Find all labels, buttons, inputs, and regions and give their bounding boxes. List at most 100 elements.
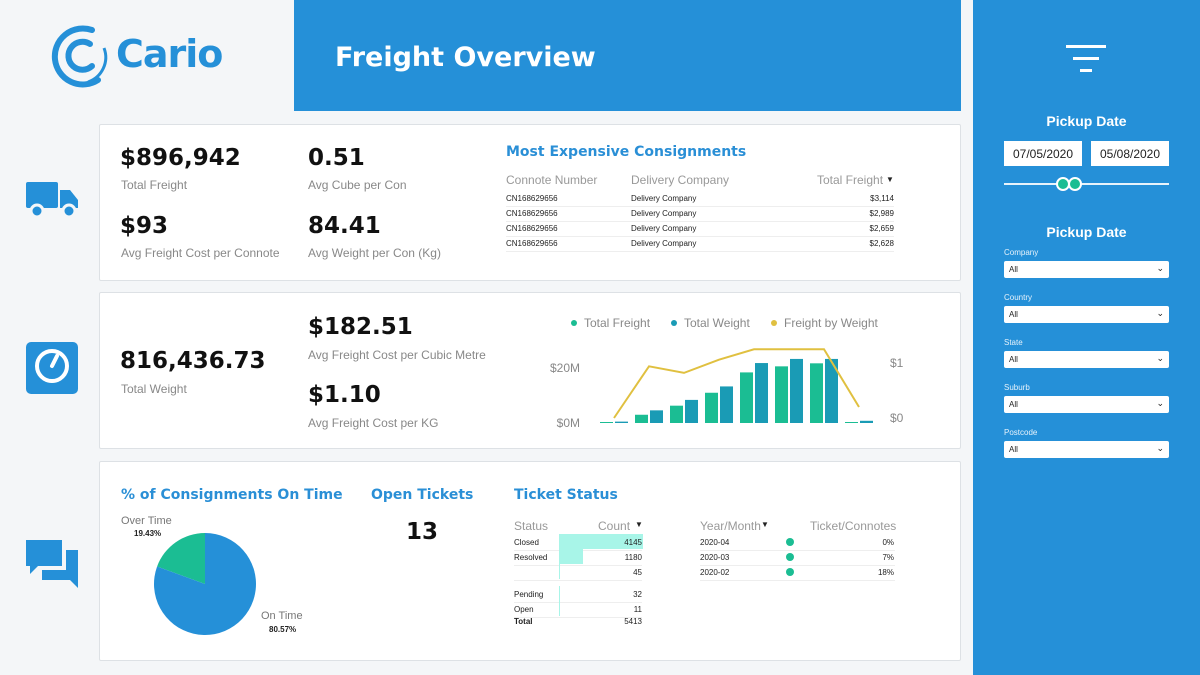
year-month: 2020-02 bbox=[700, 568, 730, 577]
pie-slice bbox=[157, 533, 205, 584]
date-slider-track[interactable] bbox=[1004, 183, 1169, 185]
header-banner: Freight Overview bbox=[294, 0, 961, 111]
ontime-pct: 80.57% bbox=[269, 625, 297, 634]
year-month: 2020-04 bbox=[700, 538, 730, 547]
row-divider bbox=[700, 580, 895, 581]
connote-number: CN168629656 bbox=[506, 239, 558, 248]
filter-select-suburb[interactable]: All ⌄ bbox=[1004, 396, 1169, 413]
ticket-status-title: Ticket Status bbox=[514, 487, 618, 503]
bar bbox=[635, 414, 648, 423]
cost-per-kg-label: Avg Freight Cost per KG bbox=[308, 416, 439, 430]
cost-per-cubic-value: $182.51 bbox=[308, 314, 413, 340]
right-axis-tick: $0 bbox=[890, 411, 904, 425]
connote-number: CN168629656 bbox=[506, 194, 558, 203]
col-count[interactable]: Count bbox=[598, 519, 631, 533]
col-connote[interactable]: Connote Number bbox=[506, 173, 598, 187]
col-yearmonth[interactable]: Year/Month bbox=[700, 519, 761, 533]
chat-icon bbox=[26, 540, 78, 588]
pickup-date-title: Pickup Date bbox=[1046, 113, 1127, 129]
bar bbox=[720, 386, 733, 423]
bar bbox=[685, 399, 698, 423]
count-bar bbox=[559, 549, 583, 564]
filter-value: All bbox=[1009, 445, 1018, 454]
filter-icon[interactable] bbox=[1066, 45, 1106, 73]
chevron-down-icon: ⌄ bbox=[1156, 443, 1164, 453]
overtime-label: Over Time bbox=[121, 515, 172, 527]
status-count: 32 bbox=[633, 590, 642, 599]
filter-label: Suburb bbox=[1004, 383, 1030, 392]
col-ticket-connotes[interactable]: Ticket/Connotes bbox=[810, 519, 897, 533]
total-label: Total bbox=[514, 617, 533, 626]
logo-text: Cario bbox=[116, 32, 223, 76]
col-status[interactable]: Status bbox=[514, 519, 549, 533]
status-count: 11 bbox=[633, 605, 642, 614]
filter-value: All bbox=[1009, 355, 1018, 364]
total-freight-label: Total Freight bbox=[121, 178, 188, 192]
bar bbox=[740, 372, 753, 423]
filter-select-country[interactable]: All ⌄ bbox=[1004, 306, 1169, 323]
cost-per-kg-value: $1.10 bbox=[308, 382, 381, 408]
expensive-title: Most Expensive Consignments bbox=[506, 144, 747, 160]
sort-desc-icon[interactable]: ▼ bbox=[635, 520, 643, 529]
filters-title: Pickup Date bbox=[1046, 224, 1127, 240]
ticket-connotes-pct: 18% bbox=[877, 568, 894, 577]
freight-kpi-card bbox=[99, 124, 961, 281]
ontime-title: % of Consignments On Time bbox=[121, 487, 343, 503]
filter-select-postcode[interactable]: All ⌄ bbox=[1004, 441, 1169, 458]
status-label: Closed bbox=[514, 538, 539, 547]
ticket-connotes-pct: 0% bbox=[882, 538, 894, 547]
ontime-label: On Time bbox=[261, 610, 303, 622]
count-bar bbox=[559, 586, 560, 601]
legend-marker bbox=[771, 320, 777, 326]
year-month: 2020-03 bbox=[700, 553, 730, 562]
bar bbox=[705, 392, 718, 423]
total-freight: $2,989 bbox=[869, 209, 894, 218]
open-tickets-title: Open Tickets bbox=[371, 487, 474, 503]
status-label: Open bbox=[514, 605, 534, 614]
filter-value: All bbox=[1009, 310, 1018, 319]
sort-desc-icon[interactable]: ▼ bbox=[886, 175, 894, 184]
slider-handle-end[interactable] bbox=[1068, 177, 1082, 191]
ticket-connotes-pct: 7% bbox=[882, 553, 894, 562]
legend-marker bbox=[671, 320, 677, 326]
bar bbox=[790, 358, 803, 423]
bar bbox=[845, 422, 858, 423]
delivery-company: Delivery Company bbox=[631, 224, 697, 233]
avg-weight-value: 84.41 bbox=[308, 213, 381, 239]
row-divider bbox=[514, 602, 642, 603]
connote-number: CN168629656 bbox=[506, 209, 558, 218]
status-count: 4145 bbox=[624, 538, 642, 547]
count-bar bbox=[559, 564, 560, 579]
filter-label: State bbox=[1004, 338, 1023, 347]
chevron-down-icon: ⌄ bbox=[1156, 398, 1164, 408]
filter-value: All bbox=[1009, 265, 1018, 274]
row-divider bbox=[506, 251, 894, 252]
logo: Cario bbox=[48, 24, 248, 88]
sort-desc-icon[interactable]: ▼ bbox=[761, 520, 769, 529]
right-axis-tick: $1 bbox=[890, 356, 904, 370]
row-divider bbox=[506, 236, 894, 237]
bar bbox=[825, 358, 838, 423]
filter-select-company[interactable]: All ⌄ bbox=[1004, 261, 1169, 278]
filter-select-state[interactable]: All ⌄ bbox=[1004, 351, 1169, 368]
avg-freight-cost-value: $93 bbox=[120, 213, 169, 239]
legend-label: Total Freight bbox=[584, 316, 651, 330]
total-freight-value: $896,942 bbox=[120, 145, 241, 171]
status-count: 45 bbox=[633, 568, 642, 577]
bar bbox=[860, 420, 873, 423]
col-company[interactable]: Delivery Company bbox=[631, 173, 730, 187]
filter-label: Postcode bbox=[1004, 428, 1038, 437]
pie-slice bbox=[154, 533, 256, 635]
row-divider bbox=[700, 565, 895, 566]
avg-weight-label: Avg Weight per Con (Kg) bbox=[308, 246, 441, 260]
filter-sidebar bbox=[973, 0, 1200, 675]
total-freight: $3,114 bbox=[870, 194, 894, 203]
col-total-freight[interactable]: Total Freight bbox=[817, 173, 884, 187]
date-to-input[interactable]: 05/08/2020 bbox=[1091, 141, 1169, 166]
left-axis-tick: $20M bbox=[550, 361, 580, 375]
avg-cube-label: Avg Cube per Con bbox=[308, 178, 407, 192]
filter-value: All bbox=[1009, 400, 1018, 409]
date-from-input[interactable]: 07/05/2020 bbox=[1004, 141, 1082, 166]
bar bbox=[775, 366, 788, 423]
status-dot-icon bbox=[786, 568, 794, 576]
